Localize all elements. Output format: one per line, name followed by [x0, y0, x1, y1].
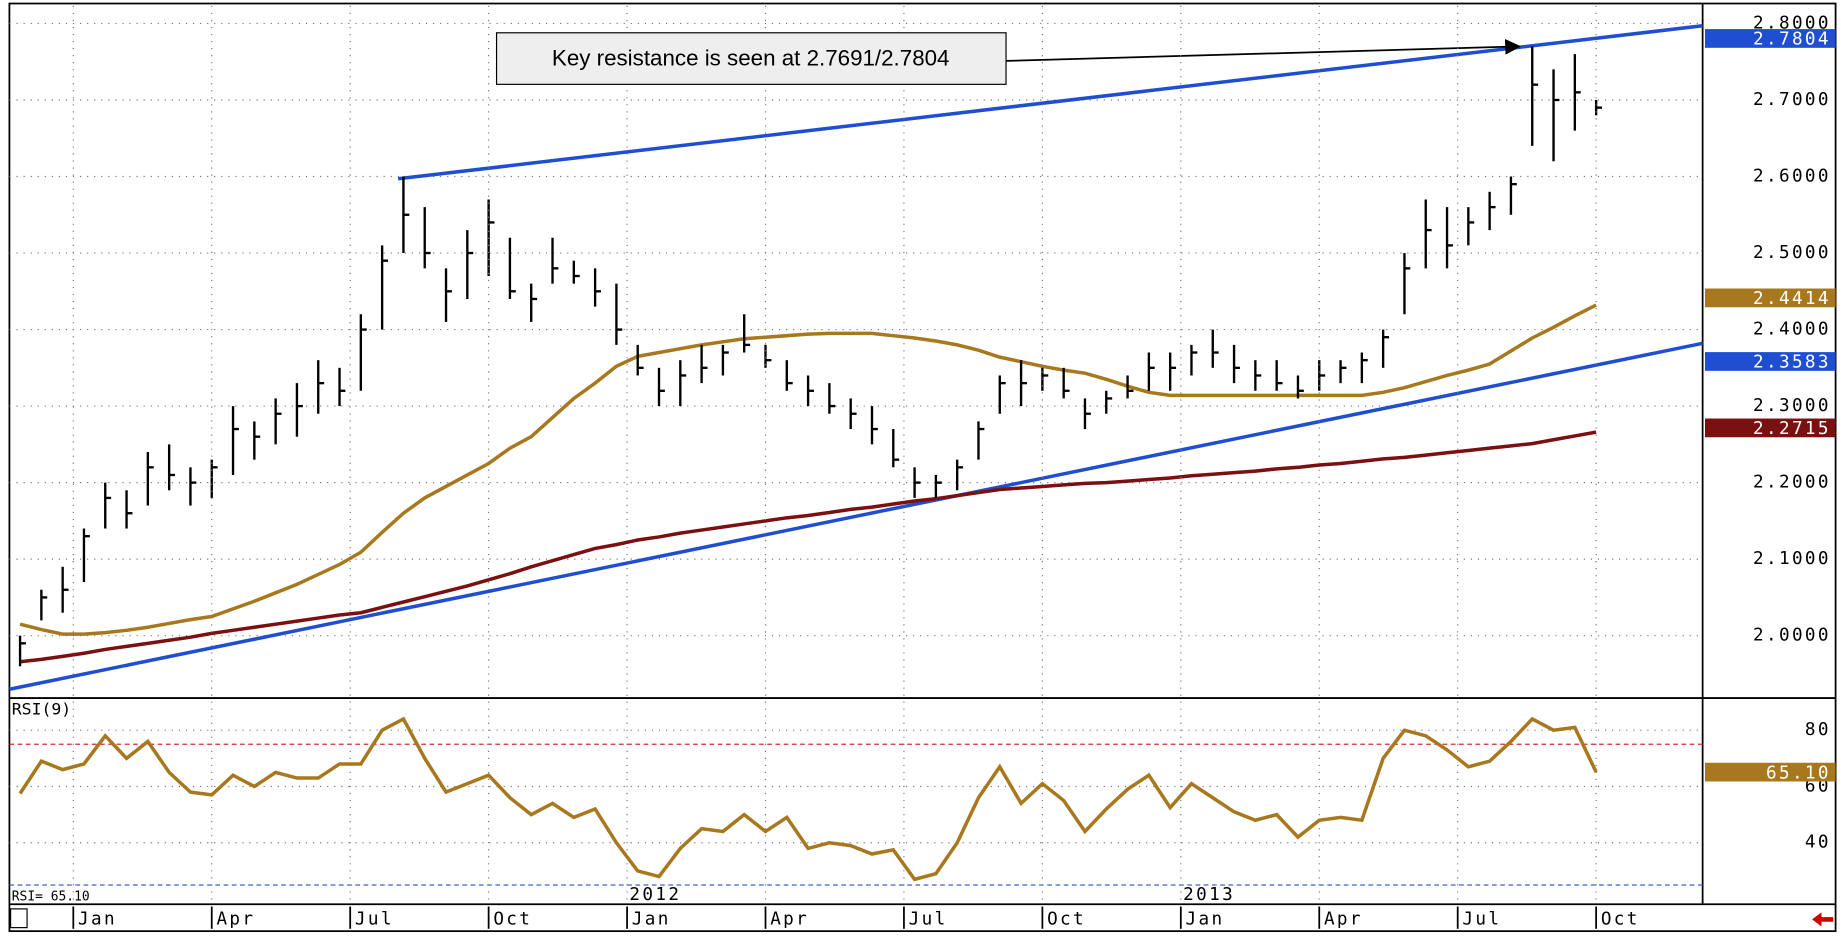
trendline [9, 341, 1703, 691]
price-tag-label: 2.7804 [1753, 30, 1831, 50]
y-tick-label: 2.4000 [1753, 320, 1831, 340]
x-tick-label: Apr [216, 909, 255, 929]
y-tick-label: 2.0000 [1753, 626, 1831, 646]
y-tick-label: 2.2000 [1753, 473, 1831, 493]
x-tick-label: Oct [1601, 909, 1640, 929]
x-tick-label: Oct [1047, 909, 1086, 929]
year-label: 2013 [1183, 885, 1235, 905]
x-tick-label: Jul [1462, 909, 1501, 929]
price-tag [1704, 29, 1836, 48]
x-tick-label: Apr [770, 909, 809, 929]
moving-average [19, 430, 1597, 664]
y-tick-label: 2.1000 [1753, 549, 1831, 569]
annotation-box [495, 32, 1007, 85]
price-tag [1704, 762, 1836, 782]
x-tick-label: Jan [1186, 909, 1225, 929]
price-tag-label: 2.2715 [1753, 419, 1831, 439]
price-tag [1704, 352, 1836, 371]
y-tick-label: 2.8000 [1753, 13, 1831, 33]
x-tick-label: Apr [1324, 909, 1363, 929]
x-tick-label: Jul [355, 909, 394, 929]
rsi-readout: RSI= 65.10 [12, 890, 90, 905]
annotation-arrow [1006, 38, 1522, 62]
x-tick-label: Jan [78, 909, 117, 929]
x-tick-label: Oct [493, 909, 532, 929]
frame [8, 2, 1837, 933]
price-tag-label: 2.4414 [1753, 289, 1831, 309]
y-tick-label: 80 [1805, 720, 1831, 740]
annotation-text: Key resistance is seen at 2.7691/2.7804 [552, 46, 950, 71]
rsi-title: RSI(9) [12, 699, 71, 718]
price-tag-label: 2.3583 [1753, 353, 1831, 373]
x-tick-label: Jul [909, 909, 948, 929]
y-tick-label: 40 [1805, 833, 1831, 853]
price-tag-label: 65.10 [1766, 763, 1831, 783]
y-tick-label: 2.7000 [1753, 90, 1831, 110]
corner-box [10, 908, 28, 929]
year-label: 2012 [629, 885, 681, 905]
price-tag [1704, 418, 1836, 438]
scroll-arrow[interactable] [1812, 912, 1834, 927]
y-tick-label: 2.5000 [1753, 243, 1831, 263]
x-tick-label: Jan [632, 909, 671, 929]
y-tick-label: 2.3000 [1753, 396, 1831, 416]
plot: 2.0000 2.1000 2.2000 2.3000 2.4000 2.5000 2.60… [9, 5, 1836, 929]
rsi-line [18, 716, 1598, 882]
trendline [397, 24, 1703, 181]
moving-average [19, 303, 1597, 636]
price-tag [1704, 288, 1836, 308]
y-tick-label: 2.6000 [1753, 167, 1831, 187]
